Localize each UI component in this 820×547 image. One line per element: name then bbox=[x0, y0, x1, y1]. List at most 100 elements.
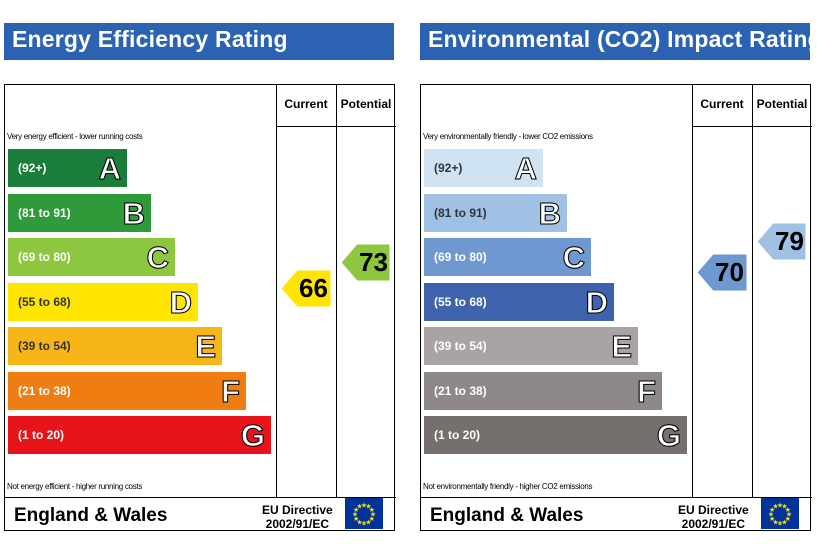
potential-arrow-shape bbox=[757, 222, 807, 260]
caption-top: Very energy efficient - lower running co… bbox=[7, 132, 143, 141]
eu-star-icon: ★ bbox=[365, 518, 371, 526]
chart-title: Energy Efficiency Rating bbox=[12, 26, 288, 52]
eu-star-icon: ★ bbox=[769, 506, 775, 514]
eu-directive: EU Directive 2002/91/EC bbox=[678, 503, 749, 531]
rating-band-c: (69 to 80) C bbox=[8, 238, 175, 276]
current-arrow-shape bbox=[697, 254, 748, 292]
band-range-label: (92+) bbox=[18, 161, 47, 175]
potential-rating-marker: 73 bbox=[341, 243, 391, 281]
eu-star-icon: ★ bbox=[777, 520, 783, 528]
directive-line-1: EU Directive bbox=[262, 503, 333, 517]
band-range-label: (39 to 54) bbox=[434, 339, 487, 353]
potential-rating-marker: 79 bbox=[757, 222, 807, 260]
band-range-label: (1 to 20) bbox=[18, 428, 65, 442]
eu-star-icon: ★ bbox=[369, 506, 375, 514]
directive-line-2: 2002/91/EC bbox=[265, 517, 330, 531]
band-range-label: (81 to 91) bbox=[18, 205, 71, 220]
column-header-potential: Potential bbox=[756, 97, 808, 111]
eu-star-icon: ★ bbox=[356, 518, 362, 526]
band-letter: F bbox=[637, 373, 657, 409]
caption-top: Very environmentally friendly - lower CO… bbox=[423, 132, 593, 141]
rating-band-c: (69 to 80) C bbox=[424, 238, 591, 276]
band-range-label: (21 to 38) bbox=[434, 383, 487, 398]
eu-star-icon: ★ bbox=[768, 511, 774, 519]
footer-divider bbox=[421, 497, 812, 498]
band-letter: B bbox=[538, 195, 561, 231]
band-range-label: (55 to 68) bbox=[18, 294, 71, 309]
eu-flag-icon: ★ ★ ★ ★ ★ ★ ★ ★ ★ ★ ★ ★ bbox=[345, 498, 383, 529]
band-letter: G bbox=[656, 418, 681, 454]
band-range-label: (1 to 20) bbox=[434, 428, 481, 442]
title-banner: Energy Efficiency Rating bbox=[4, 23, 394, 60]
rating-band-e: (39 to 54) E bbox=[8, 327, 222, 365]
rating-frame: Current Potential Very environmentally f… bbox=[420, 84, 812, 531]
band-range-label: (81 to 91) bbox=[434, 205, 487, 220]
column-header-current: Current bbox=[284, 97, 328, 111]
title-banner: Environmental (CO2) Impact Rating bbox=[420, 23, 820, 60]
eu-star-icon: ★ bbox=[352, 511, 358, 519]
rating-band-g: (1 to 20) G bbox=[8, 416, 271, 454]
region-label: England & Wales bbox=[430, 505, 584, 526]
chart-title: Environmental (CO2) Impact Rating bbox=[428, 26, 820, 52]
band-range-label: (39 to 54) bbox=[18, 339, 71, 353]
eu-star-icon: ★ bbox=[785, 506, 791, 514]
rating-band-g: (1 to 20) G bbox=[424, 416, 687, 454]
eu-star-icon: ★ bbox=[781, 503, 787, 511]
eu-flag-icon: ★ ★ ★ ★ ★ ★ ★ ★ ★ ★ ★ ★ bbox=[761, 498, 799, 529]
eu-star-icon: ★ bbox=[772, 518, 778, 526]
band-letter: D bbox=[585, 284, 608, 320]
potential-rating-value: 79 bbox=[775, 225, 804, 256]
header-divider bbox=[692, 126, 812, 127]
band-letter: C bbox=[562, 240, 585, 276]
region-label: England & Wales bbox=[14, 505, 168, 526]
directive-line-1: EU Directive bbox=[678, 503, 749, 517]
eu-star-icon: ★ bbox=[361, 502, 367, 510]
rating-band-b: (81 to 91) B bbox=[8, 193, 151, 232]
energy-efficiency-chart: Energy Efficiency Rating Current Potenti… bbox=[4, 0, 399, 547]
band-letter: A bbox=[514, 151, 537, 187]
eu-star-icon: ★ bbox=[785, 515, 791, 523]
current-rating-value: 66 bbox=[299, 272, 328, 303]
environmental-impact-chart: Environmental (CO2) Impact Rating Curren… bbox=[420, 0, 820, 547]
potential-column-divider bbox=[752, 85, 753, 497]
rating-band-d: (55 to 68) D bbox=[8, 282, 198, 321]
column-header-potential: Potential bbox=[340, 97, 392, 111]
band-range-label: (21 to 38) bbox=[18, 383, 71, 398]
eu-star-icon: ★ bbox=[781, 518, 787, 526]
band-letter: G bbox=[240, 418, 265, 454]
column-header-current: Current bbox=[700, 97, 744, 111]
eu-star-icon: ★ bbox=[365, 503, 371, 511]
eu-directive: EU Directive 2002/91/EC bbox=[262, 503, 333, 531]
band-range-label: (92+) bbox=[434, 161, 463, 175]
eu-star-icon: ★ bbox=[361, 520, 367, 528]
potential-arrow-shape bbox=[341, 243, 391, 281]
band-letter: E bbox=[611, 329, 633, 365]
eu-star-icon: ★ bbox=[356, 503, 362, 511]
rating-band-a: (92+) A bbox=[424, 149, 543, 187]
eu-star-icon: ★ bbox=[370, 511, 376, 519]
eu-star-icon: ★ bbox=[786, 511, 792, 519]
band-letter: A bbox=[98, 151, 121, 187]
current-column-divider bbox=[692, 85, 693, 497]
band-range-label: (69 to 80) bbox=[434, 250, 487, 264]
band-letter: F bbox=[221, 373, 241, 409]
band-letter: C bbox=[146, 240, 169, 276]
band-range-label: (55 to 68) bbox=[434, 294, 487, 309]
header-divider bbox=[276, 126, 396, 127]
rating-frame: Current Potential Very energy efficient … bbox=[4, 84, 396, 531]
current-column-divider bbox=[276, 85, 277, 497]
band-range-label: (69 to 80) bbox=[18, 250, 71, 264]
caption-bottom: Not environmentally friendly - higher CO… bbox=[423, 482, 593, 491]
eu-star-icon: ★ bbox=[769, 515, 775, 523]
eu-star-icon: ★ bbox=[772, 503, 778, 511]
rating-band-f: (21 to 38) F bbox=[424, 371, 662, 410]
current-arrow-shape bbox=[281, 269, 332, 307]
band-letter: B bbox=[122, 195, 145, 231]
eu-star-icon: ★ bbox=[777, 502, 783, 510]
eu-star-icon: ★ bbox=[353, 506, 359, 514]
band-letter: E bbox=[195, 329, 217, 365]
eu-star-icon: ★ bbox=[369, 515, 375, 523]
rating-band-b: (81 to 91) B bbox=[424, 193, 567, 232]
rating-band-a: (92+) A bbox=[8, 149, 127, 187]
footer-divider bbox=[5, 497, 396, 498]
